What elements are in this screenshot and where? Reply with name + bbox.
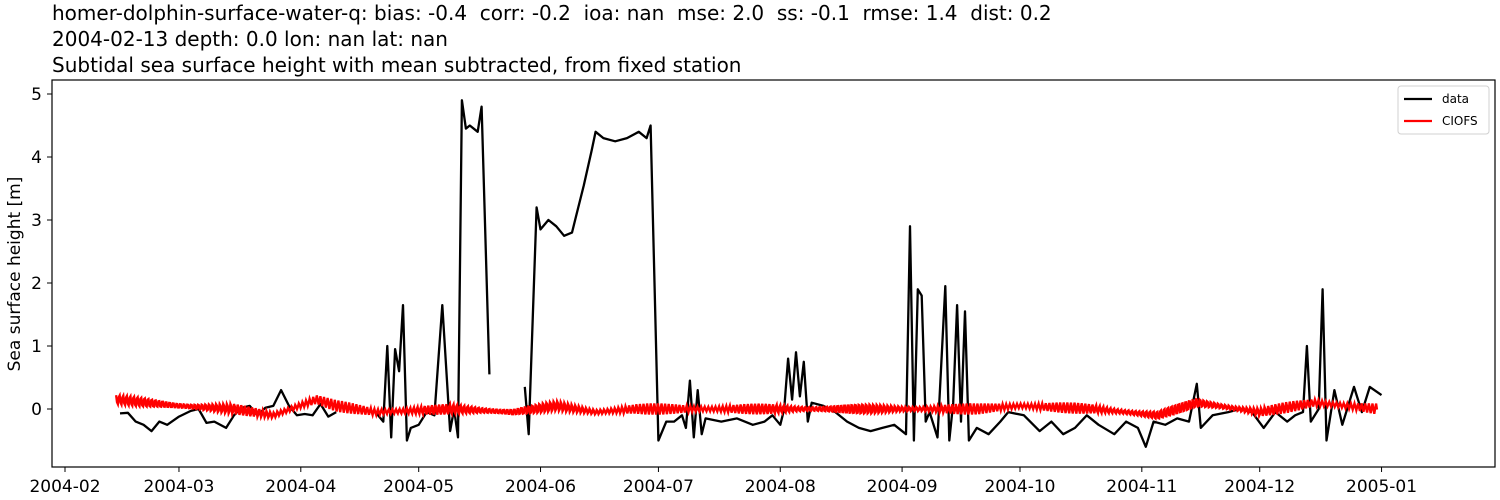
series-ciofs-line (114, 391, 1379, 422)
x-tick-label: 2004-03 (143, 477, 214, 497)
y-tick-label: 4 (31, 148, 42, 168)
legend-ciofs-label: CIOFS (1442, 114, 1478, 128)
x-axis: 2004-02 2004-03 2004-04 2004-05 2004-06 2004-… (29, 467, 1417, 497)
x-tick-label: 2004-02 (29, 477, 100, 497)
x-tick-label: 2004-11 (1106, 477, 1177, 497)
y-axis-label: Sea surface height [m] (5, 177, 25, 372)
plot-lines (114, 99, 1383, 448)
chart-title-station-info: 2004-02-13 depth: 0.0 lon: nan lat: nan (52, 27, 448, 51)
x-tick-label: 2004-12 (1224, 477, 1295, 497)
x-tick-label: 2004-07 (623, 477, 694, 497)
chart-title-metrics: homer-dolphin-surface-water-q: bias: -0.… (52, 1, 1052, 25)
x-tick-label: 2004-08 (745, 477, 816, 497)
legend-data-label: data (1442, 92, 1469, 106)
x-tick-label: 2004-05 (383, 477, 454, 497)
plot-frame (51, 79, 1496, 468)
legend: data CIOFS (1397, 85, 1490, 135)
x-tick-label: 2004-10 (984, 477, 1055, 497)
y-tick-label: 2 (31, 274, 42, 294)
x-tick-label: 2004-04 (265, 477, 336, 497)
y-tick-label: 1 (31, 337, 42, 357)
y-tick-label: 0 (31, 400, 42, 420)
x-tick-label: 2004-06 (505, 477, 576, 497)
chart-title-description: Subtidal sea surface height with mean su… (52, 53, 742, 77)
y-tick-label: 5 (31, 85, 42, 105)
x-tick-label: 2004-09 (867, 477, 938, 497)
x-tick-label: 2005-01 (1346, 477, 1417, 497)
y-tick-label: 3 (31, 211, 42, 231)
y-axis: 0 1 2 3 4 5 (31, 85, 52, 420)
